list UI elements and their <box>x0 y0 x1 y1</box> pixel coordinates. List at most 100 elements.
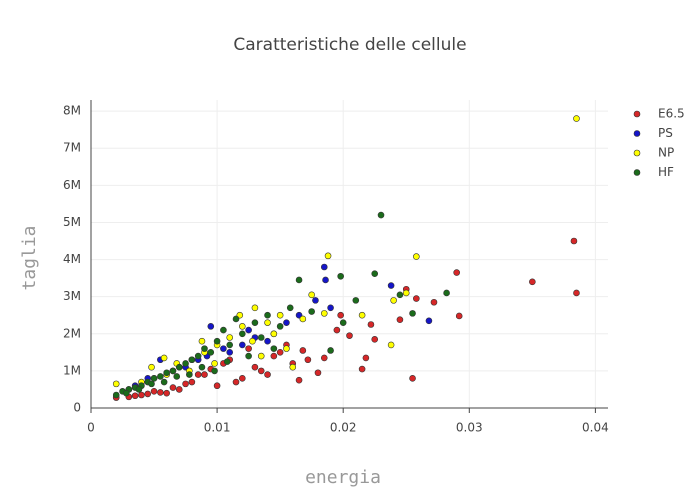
point <box>173 373 181 380</box>
point <box>182 380 189 388</box>
point <box>387 341 395 349</box>
x-tick-label: 0.01 <box>204 421 231 435</box>
point <box>239 323 246 330</box>
point <box>371 270 379 277</box>
point <box>295 376 303 384</box>
point <box>239 375 246 382</box>
point <box>322 276 329 284</box>
point <box>367 321 375 328</box>
point <box>207 349 215 356</box>
legend-label: E6.5 <box>658 107 685 121</box>
point <box>232 378 240 386</box>
point <box>270 330 278 338</box>
point <box>346 332 353 339</box>
point <box>194 371 202 378</box>
legend-label: NP <box>658 146 674 160</box>
point <box>226 349 234 356</box>
point <box>150 388 158 395</box>
point <box>337 311 344 319</box>
point <box>283 345 290 352</box>
point <box>362 354 370 362</box>
x-tick-label: 0 <box>87 421 95 435</box>
point <box>409 375 416 382</box>
point <box>226 341 234 349</box>
chart-title: Caratteristiche delle cellule <box>233 35 466 55</box>
point <box>198 337 206 345</box>
point <box>232 315 240 323</box>
point <box>264 311 271 319</box>
point <box>320 263 328 271</box>
point <box>245 345 252 352</box>
point <box>112 391 120 399</box>
point <box>283 319 290 326</box>
point <box>276 323 284 330</box>
point <box>257 334 265 341</box>
legend-marker <box>633 110 641 118</box>
point <box>194 352 202 360</box>
legend-marker <box>633 130 641 137</box>
point <box>249 337 256 345</box>
legend-marker <box>633 149 641 157</box>
point <box>220 326 227 334</box>
point <box>150 375 158 382</box>
y-tick-label: 5M <box>63 215 81 229</box>
point <box>163 389 170 397</box>
point <box>337 272 344 280</box>
point <box>251 363 259 371</box>
point <box>123 389 130 397</box>
point <box>327 304 334 312</box>
point <box>371 336 379 343</box>
point <box>157 373 164 380</box>
point <box>188 356 196 364</box>
point <box>223 358 231 365</box>
point <box>304 356 312 364</box>
point <box>251 304 259 312</box>
point <box>175 363 183 371</box>
point <box>264 337 271 345</box>
point <box>299 315 307 323</box>
point <box>425 317 433 325</box>
point <box>211 360 218 367</box>
point <box>264 319 271 326</box>
y-tick-label: 8M <box>63 104 81 118</box>
point <box>257 352 265 360</box>
point <box>257 367 265 375</box>
point <box>226 334 234 341</box>
point <box>160 354 168 362</box>
point <box>570 237 578 245</box>
point <box>207 323 215 330</box>
point <box>455 312 463 320</box>
point <box>264 371 271 378</box>
point <box>245 352 252 360</box>
point <box>188 378 196 386</box>
legend-label: PS <box>658 126 673 140</box>
point <box>245 326 252 334</box>
point <box>148 380 155 388</box>
y-axis-title: taglia <box>19 225 40 290</box>
point <box>276 349 284 356</box>
y-tick-label: 2M <box>63 326 81 340</box>
point <box>163 369 170 377</box>
point <box>220 345 227 352</box>
point <box>573 115 580 122</box>
point <box>270 352 278 360</box>
point <box>396 291 404 299</box>
point <box>443 289 450 297</box>
point <box>175 386 183 393</box>
x-tick-label: 0.02 <box>330 421 357 435</box>
point <box>270 345 278 352</box>
point <box>352 297 360 304</box>
point <box>201 345 208 352</box>
point <box>430 298 438 306</box>
point <box>320 354 328 362</box>
y-tick-label: 4M <box>63 252 81 266</box>
point <box>160 378 168 386</box>
point <box>312 297 319 304</box>
y-tick-label: 3M <box>63 289 81 303</box>
point <box>148 363 155 371</box>
point <box>213 382 221 390</box>
point <box>413 253 420 260</box>
point <box>308 291 315 299</box>
point <box>289 363 297 371</box>
